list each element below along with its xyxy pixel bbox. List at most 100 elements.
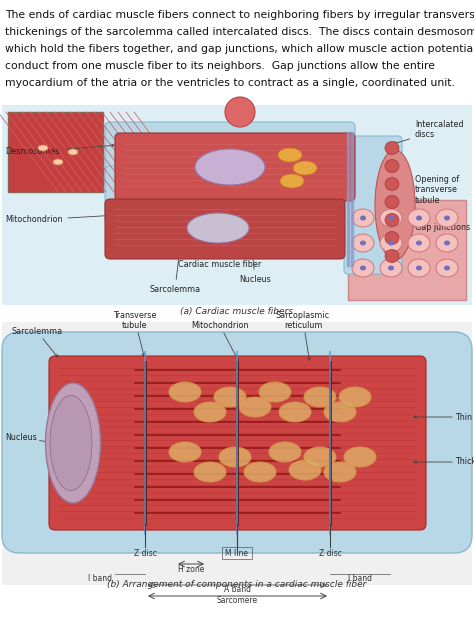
Ellipse shape (408, 259, 430, 277)
Text: Desmosomes: Desmosomes (5, 144, 114, 156)
Ellipse shape (416, 241, 422, 246)
Text: Thick filament: Thick filament (414, 458, 474, 466)
Text: Z disc: Z disc (134, 549, 156, 558)
FancyBboxPatch shape (105, 199, 345, 259)
Ellipse shape (352, 259, 374, 277)
Ellipse shape (194, 462, 226, 482)
Ellipse shape (388, 241, 394, 246)
Text: Intercalated
discs: Intercalated discs (393, 120, 464, 144)
Ellipse shape (50, 396, 92, 490)
Ellipse shape (194, 402, 226, 422)
Ellipse shape (385, 159, 399, 172)
Ellipse shape (244, 462, 276, 482)
Text: thickenings of the sarcolemma called intercalated discs.  The discs contain desm: thickenings of the sarcolemma called int… (5, 27, 474, 37)
Text: Z disc: Z disc (319, 549, 341, 558)
Ellipse shape (304, 387, 336, 407)
Text: Gap junctions: Gap junctions (401, 223, 470, 232)
Text: which hold the fibers together, and gap junctions, which allow muscle action pot: which hold the fibers together, and gap … (5, 44, 474, 54)
Ellipse shape (187, 213, 249, 243)
FancyBboxPatch shape (105, 122, 355, 188)
Ellipse shape (46, 383, 100, 503)
Ellipse shape (219, 447, 251, 467)
Ellipse shape (416, 216, 422, 221)
FancyBboxPatch shape (105, 166, 375, 224)
Ellipse shape (385, 249, 399, 262)
Text: M line: M line (226, 549, 248, 558)
FancyBboxPatch shape (2, 332, 472, 553)
Text: Cardiac muscle fiber: Cardiac muscle fiber (178, 212, 297, 269)
Text: Mitochondrion: Mitochondrion (5, 214, 114, 224)
Ellipse shape (436, 234, 458, 252)
Text: conduct from one muscle fiber to its neighbors.  Gap junctions allow the entire: conduct from one muscle fiber to its nei… (5, 61, 435, 71)
Ellipse shape (339, 387, 371, 407)
Ellipse shape (214, 387, 246, 407)
Ellipse shape (385, 141, 399, 154)
Ellipse shape (239, 397, 271, 417)
Ellipse shape (388, 216, 394, 221)
Ellipse shape (280, 174, 304, 188)
Ellipse shape (259, 382, 291, 402)
Text: I band: I band (348, 574, 372, 583)
Text: A band: A band (224, 585, 251, 594)
Ellipse shape (385, 195, 399, 208)
Ellipse shape (385, 213, 399, 226)
Ellipse shape (169, 382, 201, 402)
Text: Nucleus: Nucleus (239, 179, 271, 284)
Ellipse shape (360, 216, 366, 221)
Ellipse shape (38, 145, 48, 151)
Ellipse shape (436, 259, 458, 277)
Text: (b) Arrangement of components in a cardiac muscle fiber: (b) Arrangement of components in a cardi… (107, 580, 367, 589)
Ellipse shape (360, 265, 366, 270)
Ellipse shape (278, 148, 302, 162)
Ellipse shape (444, 216, 450, 221)
Ellipse shape (304, 447, 336, 467)
Ellipse shape (380, 234, 402, 252)
Ellipse shape (68, 149, 78, 155)
Text: myocardium of the atria or the ventricles to contract as a single, coordinated u: myocardium of the atria or the ventricle… (5, 78, 455, 88)
Ellipse shape (436, 209, 458, 227)
Ellipse shape (444, 241, 450, 246)
Ellipse shape (289, 460, 321, 480)
Text: (a) Cardiac muscle fibers: (a) Cardiac muscle fibers (181, 307, 293, 316)
Ellipse shape (388, 265, 394, 270)
Ellipse shape (279, 402, 311, 422)
Ellipse shape (225, 97, 255, 127)
Ellipse shape (375, 150, 415, 260)
Ellipse shape (195, 149, 265, 185)
Text: Opening of
transverse
tubule: Opening of transverse tubule (401, 175, 459, 205)
Ellipse shape (169, 442, 201, 462)
Ellipse shape (324, 402, 356, 422)
Bar (8, 112, 103, 192)
Ellipse shape (408, 209, 430, 227)
Ellipse shape (352, 209, 374, 227)
Bar (2, 322, 472, 585)
FancyBboxPatch shape (2, 105, 472, 305)
Text: Transverse
tubule: Transverse tubule (113, 311, 157, 356)
Ellipse shape (385, 231, 399, 244)
Text: Sarcoplasmic
reticulum: Sarcoplasmic reticulum (276, 311, 330, 360)
Ellipse shape (385, 177, 399, 190)
Text: Sarcomere: Sarcomere (217, 596, 258, 605)
Ellipse shape (269, 442, 301, 462)
Ellipse shape (408, 234, 430, 252)
Ellipse shape (293, 161, 317, 175)
Text: Nucleus: Nucleus (5, 433, 54, 443)
Text: Sarcolemma: Sarcolemma (149, 209, 201, 294)
Ellipse shape (380, 209, 402, 227)
Text: H zone: H zone (178, 565, 204, 574)
Text: The ends of cardiac muscle fibers connect to neighboring fibers by irregular tra: The ends of cardiac muscle fibers connec… (5, 10, 474, 20)
Ellipse shape (416, 265, 422, 270)
Bar (348, 200, 466, 300)
Ellipse shape (53, 159, 63, 165)
Ellipse shape (352, 234, 374, 252)
Text: Mitochondrion: Mitochondrion (191, 321, 249, 361)
Ellipse shape (324, 462, 356, 482)
Text: Sarcolemma: Sarcolemma (11, 327, 63, 357)
Ellipse shape (360, 241, 366, 246)
Ellipse shape (444, 265, 450, 270)
FancyBboxPatch shape (115, 133, 355, 201)
Bar (222, 547, 252, 559)
Text: Thin filament: Thin filament (414, 412, 474, 422)
Ellipse shape (344, 447, 376, 467)
FancyBboxPatch shape (49, 356, 426, 530)
